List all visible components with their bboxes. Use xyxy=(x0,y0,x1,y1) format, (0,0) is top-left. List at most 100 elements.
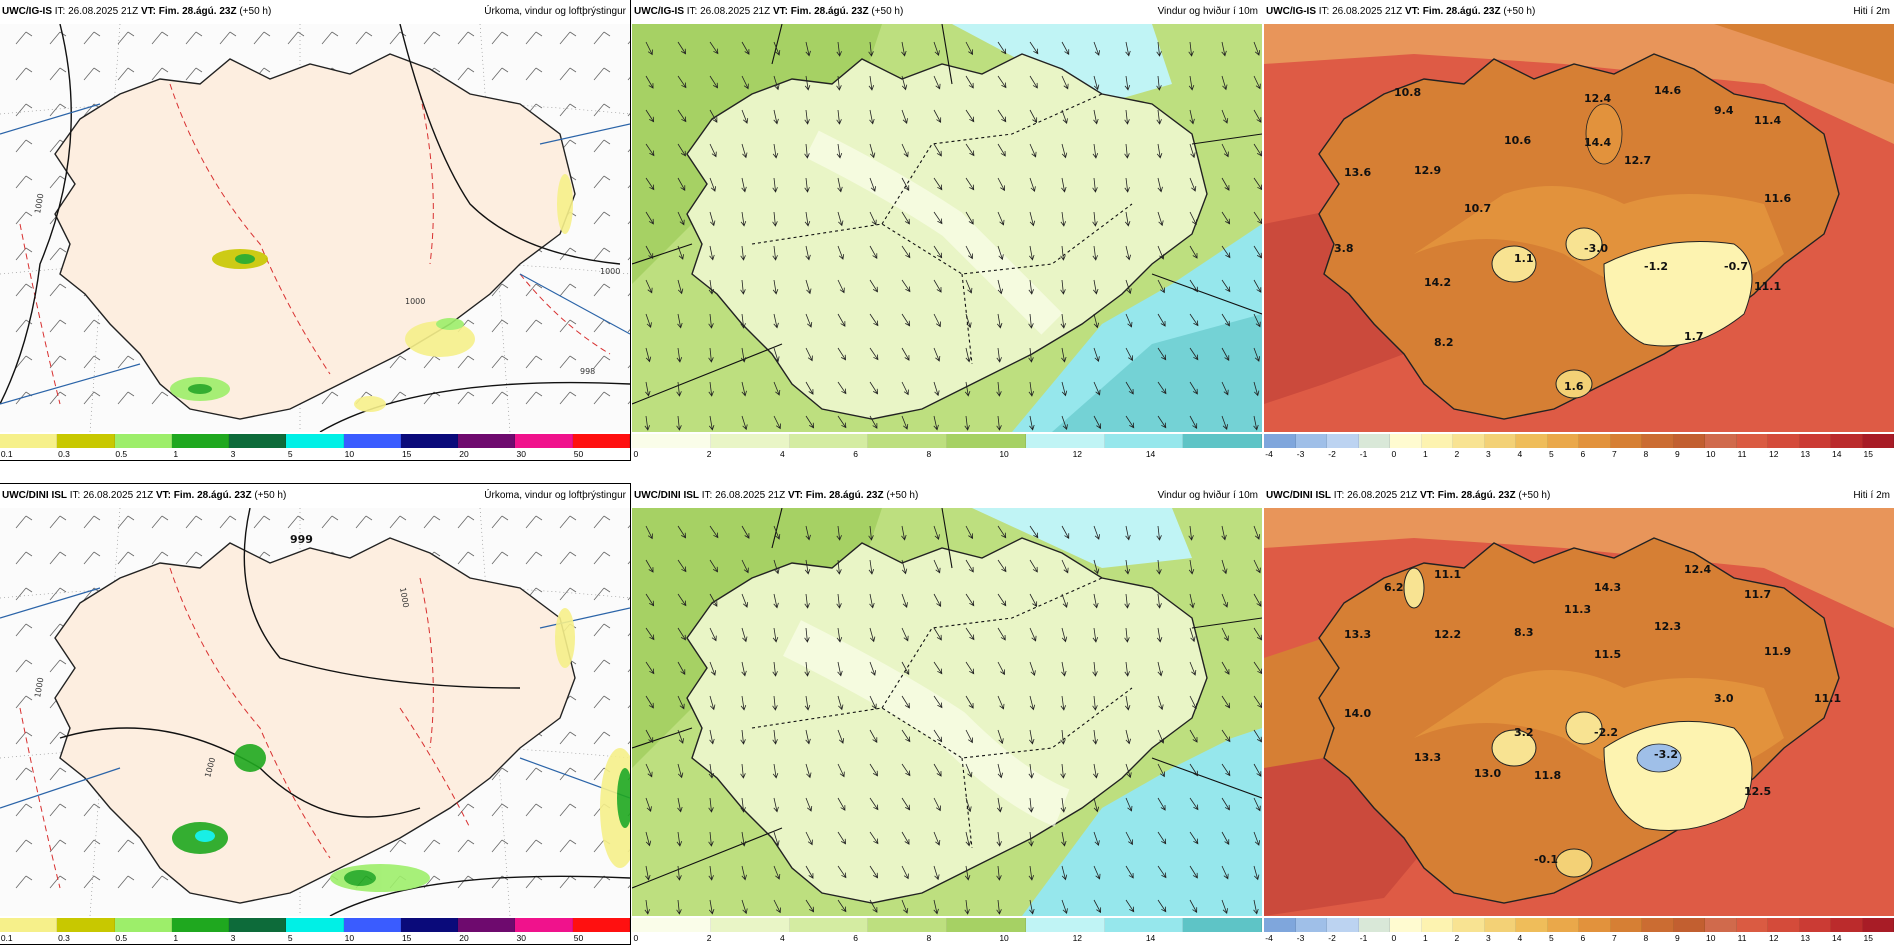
wind-arrow xyxy=(837,177,843,193)
wind-barb xyxy=(491,355,509,369)
colorbar-swatch xyxy=(515,434,573,448)
wind-arrow xyxy=(901,559,908,575)
wind-arrow xyxy=(1189,593,1195,609)
wind-barb xyxy=(593,623,611,637)
precip-map[interactable]: 999 1000 1000 1000 xyxy=(0,508,630,916)
colorbar-tick: 2 xyxy=(1454,933,1460,943)
wind-barb xyxy=(627,524,630,529)
colorbar-swatch xyxy=(1327,434,1359,448)
wind-arrow xyxy=(708,381,714,397)
wind-arrow xyxy=(676,381,682,397)
colorbar-swatch xyxy=(1736,918,1768,932)
colorbar-swatch xyxy=(710,434,790,448)
colorbar-swatch xyxy=(632,434,711,448)
wind-arrow xyxy=(1188,41,1194,57)
colorbar-tick: 6 xyxy=(853,449,859,459)
wind-arrow xyxy=(1061,109,1068,124)
wind-barb xyxy=(83,551,101,565)
wind-arrow xyxy=(965,41,974,56)
wind-arrow xyxy=(933,143,942,157)
wind-arrow xyxy=(869,729,878,743)
model-name: UWC/IG-IS xyxy=(634,6,684,17)
wind-arrow xyxy=(708,899,715,915)
wind-arrow xyxy=(933,211,943,225)
wind-arrow xyxy=(933,381,940,397)
valid-time: Fim. 28.ágú. 23Z xyxy=(790,6,869,17)
wind-arrow xyxy=(901,763,911,777)
wind-map[interactable] xyxy=(632,508,1262,916)
colorbar-tick: 20 xyxy=(459,449,469,459)
temp-map[interactable]: 6.2 11.1 12.4 14.3 11.7 13.3 12.2 8.3 11.3 12.3 11… xyxy=(1264,508,1894,916)
wind-arrow xyxy=(868,75,875,91)
panel-header: UWC/IG-IS IT: 26.08.2025 21Z VT: Fim. 28… xyxy=(1264,0,1894,24)
wind-arrow xyxy=(804,143,810,159)
wind-arrow xyxy=(1029,211,1036,227)
temperature-label: 10.6 xyxy=(1504,134,1531,147)
wind-barb xyxy=(491,391,509,405)
wind-arrow xyxy=(836,559,842,575)
isobar-label: 1000 xyxy=(405,297,425,306)
wind-arrow xyxy=(1125,899,1135,913)
model-name: UWC/IG-IS xyxy=(2,6,52,17)
wind-arrow xyxy=(676,347,683,363)
colorbar-swatch xyxy=(1104,434,1184,448)
wind-barb xyxy=(559,803,577,817)
wind-barb xyxy=(559,103,577,117)
wind-arrow xyxy=(1157,211,1164,227)
temperature-label: 11.9 xyxy=(1764,645,1791,658)
colorbar-swatch xyxy=(789,434,869,448)
wind-barb xyxy=(491,551,509,565)
wind-barb xyxy=(151,31,169,45)
wind-arrow xyxy=(1028,313,1034,329)
colorbar-swatch xyxy=(1183,918,1262,932)
wind-arrow xyxy=(997,211,1005,226)
wind-arrow xyxy=(836,109,842,125)
wind-arrow xyxy=(996,313,1003,329)
wind-arrow xyxy=(933,279,942,293)
wind-barb xyxy=(83,803,101,817)
wind-barb xyxy=(627,148,630,153)
wind-arrow xyxy=(1157,347,1167,361)
wind-arrow xyxy=(933,415,939,431)
colorbar-swatch xyxy=(1327,918,1359,932)
temp-map[interactable]: 10.8 12.4 14.6 9.4 11.4 10.6 14.4 12.7 13.6 12.9 1… xyxy=(1264,24,1894,432)
precip-map[interactable]: 1000 1000 1000 998 xyxy=(0,24,630,432)
wind-map[interactable] xyxy=(632,24,1262,432)
wind-arrow xyxy=(1189,211,1197,226)
wind-arrow xyxy=(1029,245,1035,261)
colorbar-tick: 3 xyxy=(230,933,236,943)
wind-arrow xyxy=(901,661,910,675)
colorbar-tick: 12 xyxy=(1769,449,1779,459)
temperature-label: 12.7 xyxy=(1624,154,1651,167)
panel-header: UWC/DINI ISL IT: 26.08.2025 21Z VT: Fim.… xyxy=(632,484,1262,508)
wind-arrow xyxy=(677,729,684,744)
wind-barb xyxy=(559,31,577,45)
wind-barb xyxy=(525,31,543,45)
wind-arrow xyxy=(965,729,973,744)
wind-arrow xyxy=(996,415,1002,431)
wind-arrow xyxy=(836,143,843,159)
wind-arrow xyxy=(869,143,876,159)
wind-arrow xyxy=(645,797,652,812)
wind-arrow xyxy=(1093,313,1100,329)
colorbar-tick: 0.5 xyxy=(115,449,128,459)
wind-arrow xyxy=(1221,797,1230,811)
wind-barb xyxy=(457,391,475,405)
colorbar-swatch xyxy=(868,918,947,932)
wind-arrow xyxy=(1253,627,1262,641)
wind-arrow xyxy=(709,177,717,192)
wind-arrow xyxy=(1221,695,1231,709)
wind-arrow xyxy=(709,245,715,261)
wind-barb xyxy=(49,551,67,565)
colorbar-swatch xyxy=(458,918,516,932)
wind-arrow xyxy=(1253,143,1262,157)
wind-arrow xyxy=(1221,865,1229,880)
wind-barb xyxy=(389,515,407,529)
wind-barb xyxy=(627,704,630,709)
wind-arrow xyxy=(836,627,843,643)
wind-arrow xyxy=(1157,797,1166,811)
panel-title: Vindur og hviður í 10m xyxy=(1157,490,1258,501)
wind-arrow xyxy=(1253,75,1261,90)
precip-colorbar xyxy=(0,434,630,448)
wind-arrow xyxy=(1092,695,1098,711)
